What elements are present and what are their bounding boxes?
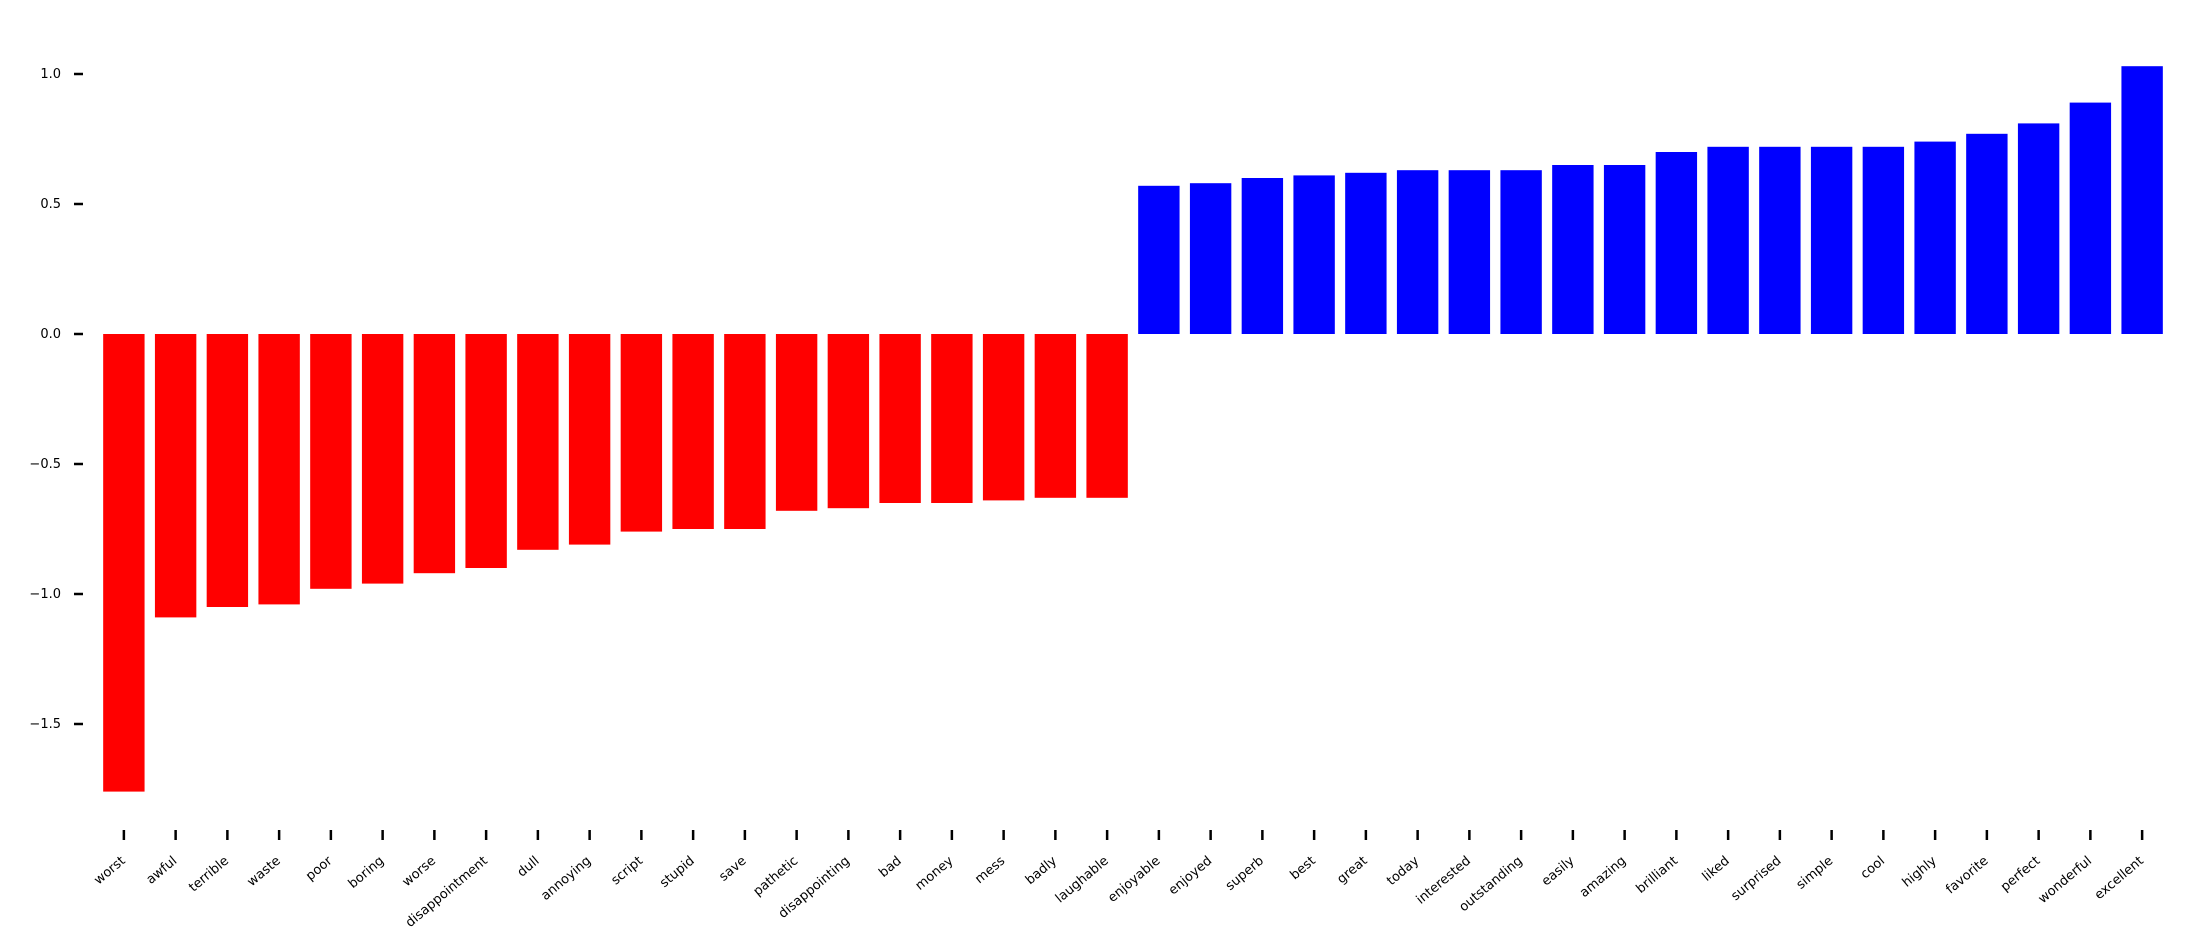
x-tick-label: great	[1334, 854, 1370, 888]
bar-terrible	[206, 334, 249, 607]
bar-best	[1293, 175, 1335, 334]
bar-surprised	[1759, 146, 1801, 334]
bar-brilliant	[1655, 152, 1698, 334]
x-tick-label: simple	[1794, 854, 1837, 893]
bar-bad	[879, 334, 921, 503]
bar-stupid	[672, 334, 714, 529]
x-tick-label: mess	[972, 853, 1008, 887]
y-tick-label: 0.5	[40, 197, 61, 212]
bar-worst	[103, 334, 145, 792]
x-tick-label: superb	[1223, 854, 1267, 894]
x-tick-label: enjoyed	[1166, 854, 1215, 899]
bar-mess	[982, 334, 1025, 501]
bar-pathetic	[775, 334, 818, 511]
bar-poor	[310, 334, 352, 589]
bar-amazing	[1603, 165, 1646, 334]
x-tick-label: brilliant	[1633, 854, 1680, 897]
bar-excellent	[2121, 66, 2163, 334]
x-tick-label: amazing	[1577, 854, 1629, 901]
bar-save	[724, 334, 766, 529]
x-tick-label: save	[716, 854, 749, 885]
x-tick-label: cool	[1858, 854, 1888, 883]
x-tick-label: today	[1384, 853, 1422, 888]
bar-disappointment	[465, 334, 507, 568]
bar-easily	[1552, 165, 1594, 334]
x-tick-label: excellent	[2092, 854, 2147, 903]
x-tick-label: stupid	[657, 854, 697, 891]
bar-worse	[413, 334, 456, 574]
x-tick-label: terrible	[186, 854, 232, 896]
bar-wonderful	[2069, 102, 2112, 334]
y-tick-label: −1.0	[29, 587, 61, 602]
x-tick-label: pathetic	[751, 854, 802, 900]
bar-simple	[1810, 146, 1853, 334]
x-tick-label: waste	[245, 854, 284, 890]
x-tick-label: best	[1288, 854, 1319, 884]
x-tick-label: perfect	[1998, 854, 2043, 895]
bar-annoying	[568, 334, 611, 545]
x-tick-label: bad	[876, 854, 904, 881]
bar-disappointing	[827, 334, 870, 509]
y-axis: 1.0 0.5 0.0 −0.5 −1.0 −1.5	[29, 67, 83, 732]
x-tick-label: worse	[400, 854, 439, 890]
x-tick-label: badly	[1023, 853, 1060, 888]
y-tick-label: −1.5	[29, 717, 61, 732]
bar-interested	[1448, 170, 1491, 334]
x-tick-label: dull	[515, 854, 543, 881]
bar-liked	[1707, 146, 1749, 334]
x-axis: worst awful terrible waste poor boring worsedi…	[91, 830, 2147, 931]
bar-cool	[1862, 146, 1905, 334]
bar-awful	[154, 334, 197, 618]
x-tick-label: poor	[303, 853, 336, 884]
bar-dull	[517, 334, 559, 550]
x-tick-label: wonderful	[2036, 854, 2095, 907]
bar-enjoyed	[1189, 183, 1232, 334]
x-tick-label: awful	[144, 854, 180, 888]
x-tick-label: enjoyable	[1105, 854, 1163, 906]
x-tick-label: highly	[1900, 853, 1940, 890]
x-tick-label: surprised	[1728, 854, 1784, 904]
bar-great	[1345, 172, 1387, 334]
bar-badly	[1034, 334, 1077, 498]
bar-laughable	[1086, 334, 1128, 498]
bar-perfect	[2017, 123, 2060, 335]
bar-enjoyable	[1138, 185, 1180, 334]
x-tick-label: annoying	[538, 854, 594, 904]
bar-outstanding	[1500, 170, 1542, 334]
bar-boring	[361, 334, 404, 584]
y-tick-label: 1.0	[40, 67, 61, 82]
x-tick-label: money	[913, 853, 957, 893]
x-tick-label: liked	[1700, 854, 1733, 885]
bar-script	[620, 334, 663, 532]
bar-money	[931, 334, 973, 503]
bar-highly	[1914, 141, 1956, 334]
x-tick-label: worst	[91, 854, 128, 889]
bar-today	[1396, 170, 1439, 334]
x-tick-label: easily	[1539, 853, 1578, 889]
x-tick-label: favorite	[1943, 854, 1991, 898]
x-tick-label: boring	[346, 854, 388, 892]
x-tick-label: laughable	[1053, 854, 1112, 907]
y-tick-label: −0.5	[29, 457, 61, 472]
x-tick-label: script	[609, 854, 646, 889]
bar-favorite	[1966, 133, 2008, 334]
y-tick-label: 0.0	[40, 327, 61, 342]
bar-superb	[1241, 178, 1284, 334]
bar-waste	[258, 334, 300, 605]
bars-group	[103, 66, 2163, 792]
